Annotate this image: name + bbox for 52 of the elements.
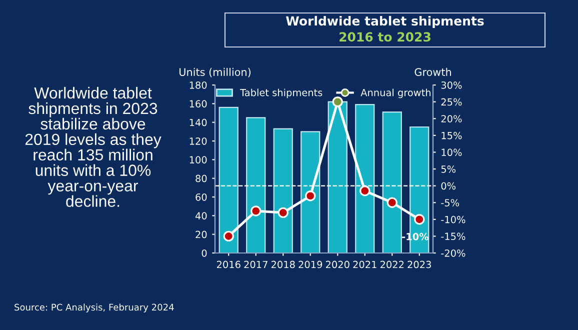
bar xyxy=(273,128,293,253)
text: Worldwide tablet shipments in 2023 stabilize above 2019 levels as they reach 135 million units with a 10% year-on-year decline. xyxy=(25,86,162,207)
bar xyxy=(246,117,266,253)
y2-tick-label: -10% xyxy=(441,216,466,224)
y-tick-label: 180 xyxy=(190,81,207,89)
y-tick-label: 120 xyxy=(190,137,207,145)
y2-tick-label: 20% xyxy=(441,115,462,122)
point xyxy=(414,214,425,225)
bar xyxy=(218,106,238,253)
x-tick-label: 2021 xyxy=(353,260,376,268)
y-tick-label: 40 xyxy=(195,212,207,220)
x-tick-label: 2023 xyxy=(408,260,431,268)
y-tick-label: 100 xyxy=(190,156,207,164)
point xyxy=(250,206,262,216)
y2-tick-label: 25% xyxy=(441,98,462,106)
y2-tick-label: 0% xyxy=(441,182,456,190)
y2-tick-label: 10% xyxy=(442,148,462,156)
point xyxy=(223,230,234,242)
bar xyxy=(355,104,375,253)
point xyxy=(278,207,288,218)
y-tick-label: 60 xyxy=(196,193,207,201)
y2-tick-label: -15% xyxy=(441,232,466,240)
bar xyxy=(300,131,320,253)
x-tick-label: 2022 xyxy=(380,260,404,268)
x-tick-label: 2020 xyxy=(326,260,350,268)
y2-axis-title: Growth xyxy=(414,68,451,76)
y2-tick-label: 15% xyxy=(442,132,462,140)
bar xyxy=(382,112,402,253)
y2-tick-label: -5% xyxy=(441,199,460,206)
y2-tick-label: 5% xyxy=(441,165,456,173)
x-tick-label: 2016 xyxy=(216,260,240,268)
y-tick-label: 140 xyxy=(190,118,207,126)
x-tick-label: 2018 xyxy=(271,260,295,268)
legend-label: Annual growth xyxy=(360,88,430,98)
y-axis-title: Units (million) xyxy=(180,68,250,78)
source-note: Source: PC Analysis, February 2024 xyxy=(14,304,174,312)
y-tick-label: 0 xyxy=(202,249,207,257)
point xyxy=(305,190,316,202)
y-tick-label: 80 xyxy=(196,174,207,182)
legend-label: Tablet shipments xyxy=(240,88,322,98)
bar xyxy=(328,101,348,253)
y2-tick-label: -20% xyxy=(441,249,466,257)
y-tick-label: 20 xyxy=(196,230,207,238)
y2-tick-label: 30% xyxy=(441,81,462,89)
chart-subtitle: 2016 to 2023 xyxy=(340,32,430,42)
point xyxy=(332,96,343,108)
point xyxy=(386,197,398,208)
point xyxy=(360,185,370,196)
x-tick-label: 2019 xyxy=(298,260,322,268)
chart-title: Worldwide tablet shipments xyxy=(286,16,484,28)
x-tick-label: 2017 xyxy=(244,260,268,268)
y-tick-label: 160 xyxy=(190,100,207,108)
